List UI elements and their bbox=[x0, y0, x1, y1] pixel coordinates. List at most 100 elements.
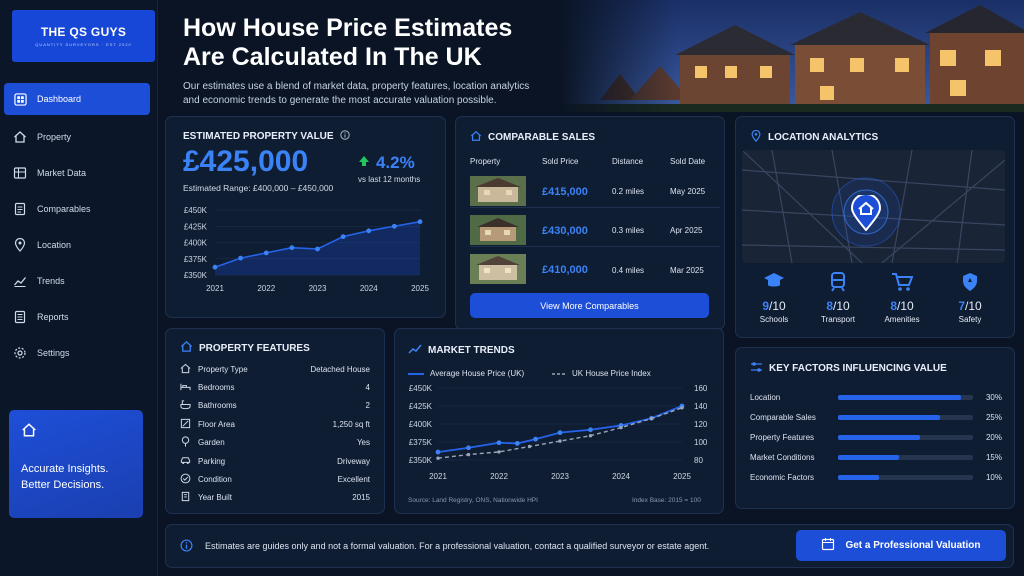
data-point bbox=[366, 228, 372, 234]
data-point bbox=[340, 234, 346, 240]
feature-label: Floor Area bbox=[198, 419, 235, 429]
x-tick-label: 2023 bbox=[551, 472, 569, 481]
page-subtitle-line-1: Our estimates use a blend of market data… bbox=[183, 81, 530, 92]
data-point bbox=[514, 441, 520, 446]
professional-valuation-label: Get a Professional Valuation bbox=[845, 540, 981, 551]
data-point bbox=[497, 450, 501, 454]
sidebar-item-market-data[interactable]: Market Data bbox=[4, 157, 150, 189]
data-point bbox=[391, 223, 397, 229]
school-icon bbox=[745, 272, 803, 295]
feature-label: Bathrooms bbox=[198, 401, 237, 411]
x-tick-label: 2022 bbox=[257, 284, 275, 293]
property-thumbnail bbox=[470, 254, 542, 286]
feature-row: Bathrooms 2 bbox=[180, 397, 370, 415]
col-header: Distance bbox=[612, 157, 644, 166]
y2-tick-label: 140 bbox=[694, 402, 708, 411]
factors-title-text: KEY FACTORS INFLUENCING VALUE bbox=[769, 363, 947, 374]
feature-row: Property Type Detached House bbox=[180, 360, 370, 378]
data-point bbox=[527, 444, 532, 449]
page-title: How House Price Estimates Are Calculated… bbox=[183, 14, 563, 72]
property-thumbnail bbox=[470, 175, 542, 208]
sold-date: Apr 2025 bbox=[670, 226, 703, 235]
x-tick-label: 2023 bbox=[309, 284, 327, 293]
x-tick-label: 2024 bbox=[612, 472, 630, 481]
factor-bar-fill bbox=[838, 454, 900, 460]
market-trends-title: MARKET TRENDS bbox=[408, 343, 515, 358]
score-out-of: /10 bbox=[897, 299, 914, 313]
score-label: Transport bbox=[821, 315, 855, 324]
series-line-avg-price bbox=[437, 405, 683, 453]
feature-row: Bedrooms 4 bbox=[180, 378, 370, 396]
y2-tick-label: 120 bbox=[694, 420, 708, 429]
legend-swatch-dashed bbox=[552, 372, 566, 375]
x-tick-label: 2021 bbox=[206, 284, 224, 293]
page-title-line-2: Are Calculated In The UK bbox=[183, 43, 482, 71]
sold-price: £430,000 bbox=[542, 224, 588, 237]
feature-value: Yes bbox=[356, 438, 370, 448]
x-tick-label: 2025 bbox=[411, 284, 429, 293]
page-subtitle-line-2: and economic trends to generate the most… bbox=[183, 95, 497, 106]
sidebar-item-settings[interactable]: Settings bbox=[4, 337, 150, 369]
sold-price: £415,000 bbox=[542, 185, 588, 198]
sidebar-item-trends[interactable]: Trends bbox=[4, 265, 150, 297]
location-title-text: LOCATION ANALYTICS bbox=[768, 132, 879, 143]
feature-label: Bedrooms bbox=[198, 383, 235, 393]
data-point bbox=[263, 250, 269, 256]
feature-row: Parking Driveway bbox=[180, 452, 370, 470]
sidebar-item-comparables[interactable]: Comparables bbox=[4, 193, 150, 225]
score-value: 7 bbox=[958, 299, 965, 313]
data-point bbox=[435, 449, 441, 455]
y2-tick-label: 100 bbox=[694, 438, 708, 447]
feature-row: Condition Excellent bbox=[180, 470, 370, 488]
index-base-note: Index Base: 2015 = 100 bbox=[632, 497, 701, 504]
feature-value: Driveway bbox=[337, 456, 370, 466]
factor-bar bbox=[838, 434, 973, 440]
sidebar-item-label: Reports bbox=[37, 312, 69, 322]
sidebar-item-property[interactable]: Property bbox=[4, 121, 150, 153]
logo[interactable]: THE QS GUYS QUANTITY SURVEYORS · EST 202… bbox=[12, 10, 155, 62]
building-icon bbox=[180, 491, 191, 504]
page-title-line-1: How House Price Estimates bbox=[183, 14, 513, 42]
sidebar-item-label: Location bbox=[37, 240, 72, 250]
distance: 0.2 miles bbox=[612, 187, 645, 196]
feature-value: 2015 bbox=[352, 493, 370, 503]
data-point bbox=[588, 427, 593, 433]
data-point bbox=[558, 439, 562, 443]
factor-pct: 10% bbox=[985, 472, 1002, 482]
data-point bbox=[496, 440, 502, 446]
sold-date: May 2025 bbox=[670, 187, 706, 196]
professional-valuation-button[interactable]: Get a Professional Valuation bbox=[796, 530, 1006, 561]
estimate-value: £425,000 bbox=[183, 145, 309, 178]
sliders-icon bbox=[750, 361, 763, 376]
legend-item-avg-price: Average House Price (UK) bbox=[408, 369, 524, 378]
features-title: PROPERTY FEATURES bbox=[180, 340, 310, 356]
info-icon bbox=[180, 539, 193, 557]
sidebar-item-reports[interactable]: Reports bbox=[4, 301, 150, 333]
table-row[interactable]: £410,000 0.4 miles Mar 2025 bbox=[470, 254, 720, 286]
legend-label: UK House Price Index bbox=[572, 369, 651, 378]
feature-value: 2 bbox=[365, 401, 370, 411]
home-icon bbox=[180, 340, 193, 356]
score-out-of: /10 bbox=[833, 299, 850, 313]
y-tick-label: £400K bbox=[409, 420, 433, 429]
market-trends-chart: £350K £375K £400K £425K £450K 80 100 120 140 160 2… bbox=[409, 384, 708, 481]
view-more-comparables-button[interactable]: View More Comparables bbox=[470, 293, 709, 318]
sidebar-item-location[interactable]: Location bbox=[4, 229, 150, 261]
feature-value: 4 bbox=[365, 383, 370, 393]
data-point bbox=[557, 430, 563, 436]
factor-bar bbox=[838, 454, 973, 460]
col-header: Sold Price bbox=[542, 157, 579, 166]
sidebar-item-dashboard[interactable]: Dashboard bbox=[4, 83, 150, 115]
map-pin-icon bbox=[13, 238, 27, 252]
table-row[interactable]: £430,000 0.3 miles Apr 2025 bbox=[470, 214, 720, 247]
x-tick-label: 2021 bbox=[429, 472, 447, 481]
data-point bbox=[649, 416, 654, 421]
location-score-amenities: 8/10 Amenities bbox=[873, 272, 931, 324]
insight-line-1: Accurate Insights. bbox=[21, 463, 109, 475]
table-row[interactable]: £415,000 0.2 miles May 2025 bbox=[470, 175, 720, 208]
feature-label: Year Built bbox=[198, 493, 232, 503]
factor-row: Economic Factors 10% bbox=[750, 467, 1002, 487]
sidebar-item-label: Settings bbox=[37, 348, 70, 358]
factor-row: Location 30% bbox=[750, 388, 1002, 408]
info-icon[interactable] bbox=[339, 130, 350, 143]
